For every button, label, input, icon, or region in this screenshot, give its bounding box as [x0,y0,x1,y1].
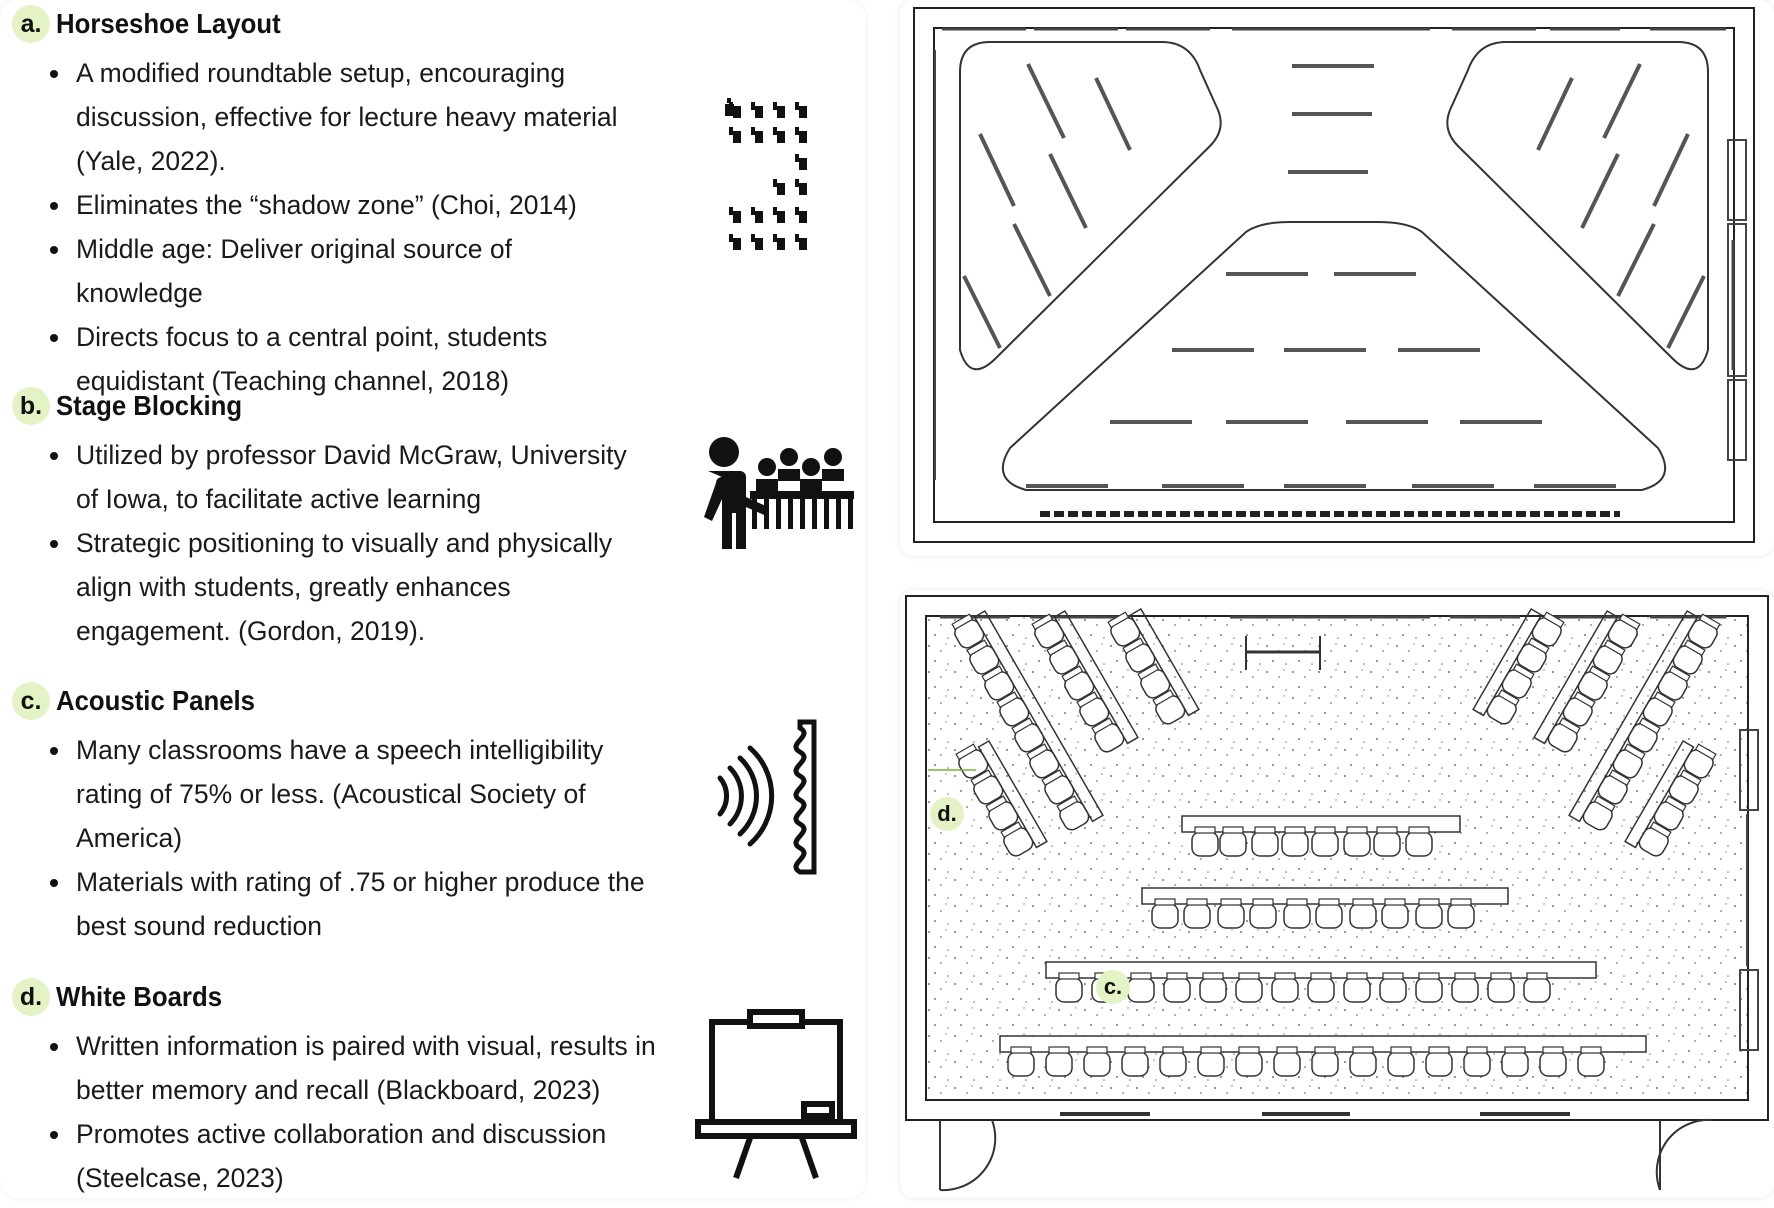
section-title: Acoustic Panels [56,685,256,716]
sound-panel-icon [717,719,817,875]
bullet-item: Eliminates the “shadow zone” (Choi, 2014… [50,183,646,227]
plan-label-d: d. [930,797,964,831]
whiteboard-easel-icon [695,1009,857,1179]
seating-floor-plan: d. c. [900,590,1774,1198]
bullet-item: Directs focus to a central point, studen… [50,315,596,403]
section-letter-badge: b. [12,387,50,425]
bullet-item: Many classrooms have a speech intelligib… [50,728,636,860]
bullet-item: Promotes active collaboration and discus… [50,1112,616,1200]
section-title: Stage Blocking [56,390,243,421]
bullet-item: Materials with rating of .75 or higher p… [50,860,656,948]
section-horseshoe-layout: a. Horseshoe Layout A modified roundtabl… [12,3,692,403]
section-title: White Boards [56,981,223,1012]
text-panel: a. Horseshoe Layout A modified roundtabl… [0,0,866,1198]
bullet-item: Middle age: Deliver original source of k… [50,227,646,315]
section-white-boards: d. White Boards Written information is p… [12,976,692,1200]
section-letter-badge: a. [12,5,50,43]
bullet-item: Utilized by professor David McGraw, Univ… [50,433,646,521]
bullet-item: Strategic positioning to visually and ph… [50,521,616,653]
section-letter-badge: d. [12,978,50,1016]
section-letter-badge: c. [12,682,50,720]
section-acoustic-panels: c. Acoustic Panels Many classrooms have … [12,680,692,948]
teacher-students-icon [704,437,854,549]
horseshoe-floor-plan [900,0,1774,556]
section-stage-blocking: b. Stage Blocking Utilized by professor … [12,385,692,653]
section-title: Horseshoe Layout [56,8,281,39]
bullet-item: Written information is paired with visua… [50,1024,676,1112]
bullet-item: A modified roundtable setup, encouraging… [50,51,646,183]
plan-label-c: c. [1096,970,1130,1004]
horseshoe-desks-icon [725,98,807,250]
